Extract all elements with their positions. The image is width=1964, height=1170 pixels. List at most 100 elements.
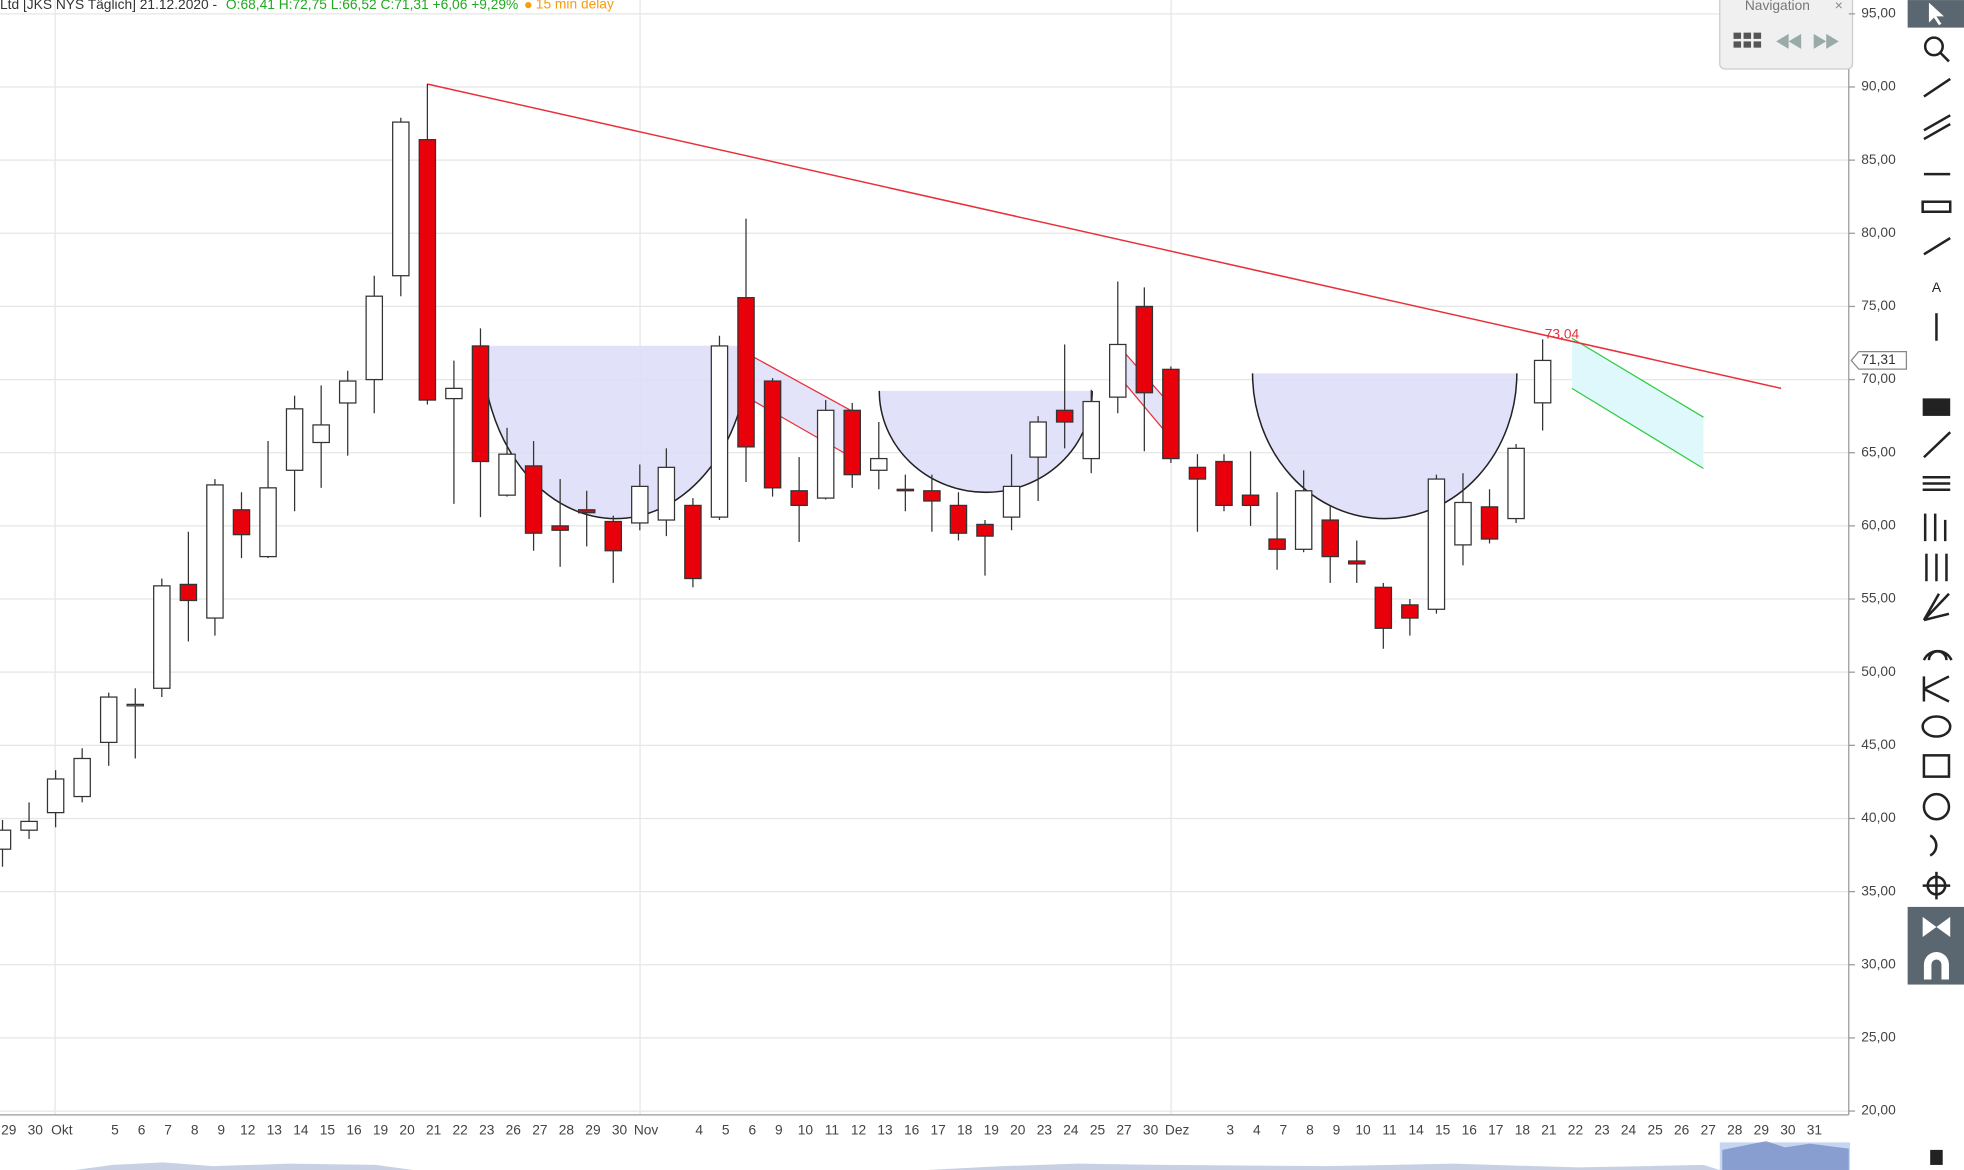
x-tick-label: 19 [984,1123,999,1138]
candle-body [1162,368,1180,460]
x-tick-label: 3 [1226,1123,1234,1138]
toolbar-bottom [1907,906,1964,985]
candle-body [1055,409,1074,423]
candle-body [1294,490,1313,550]
channel-fill [1571,338,1704,469]
x-tick-label: 5 [722,1123,730,1138]
y-tick-label: 20,00 [1861,1103,1896,1118]
tool-shape[interactable] [1922,398,1951,416]
tool-hide[interactable] [1922,916,1951,937]
candle-body [46,778,65,814]
candle-body [1427,478,1446,610]
candle-body [445,387,463,400]
candle-body [73,757,91,798]
tool-fan[interactable] [1922,592,1950,622]
cup-fill [1252,373,1517,519]
delay-note: 15 min delay [536,0,614,12]
x-tick-label: 15 [1435,1123,1451,1138]
y-tick-label: 40,00 [1861,810,1896,825]
x-tick-label: 27 [1701,1123,1716,1138]
tool-line[interactable] [1923,77,1951,98]
tool-rectangle[interactable] [1922,754,1951,778]
x-tick-label: 11 [1382,1123,1396,1138]
tool-pointer[interactable] [1928,2,1944,26]
tool-ruler[interactable] [1921,200,1952,213]
x-tick-label: 6 [748,1123,756,1138]
tool-ray[interactable] [1923,431,1952,459]
candle-body [1135,305,1154,394]
candle-body [1029,421,1047,458]
navigation-grid-button[interactable] [1733,32,1762,48]
x-tick-label: 13 [267,1123,283,1138]
candle-body [631,485,649,524]
delay-dot [525,1,532,9]
x-tick-label: 6 [138,1123,146,1138]
candle-body [1002,485,1021,518]
x-tick-label: 23 [1594,1123,1610,1138]
x-tick-label: 29 [1,1123,16,1138]
price-marker-label: 71,31 [1861,352,1895,367]
x-tick-label: 8 [191,1123,199,1138]
trendline-label: 73,04 [1545,327,1580,342]
candle-body [20,820,38,831]
grid-layer [0,0,1849,1115]
candle-body [710,345,729,518]
x-tick-label: 18 [957,1123,973,1138]
price-marker [1850,351,1908,370]
candle-body [816,409,835,499]
candle-body [1507,447,1525,520]
x-tick-label: 14 [1408,1123,1424,1138]
tool-zoom[interactable] [1923,36,1944,57]
x-tick-label: Dez [1165,1123,1190,1138]
candle-body [1533,359,1552,404]
x-tick-label: 16 [904,1123,920,1138]
x-tick-label: 21 [426,1123,441,1138]
y-tick-label: 70,00 [1861,371,1896,386]
channel-line [1571,387,1704,470]
x-tick-label: 31 [1807,1123,1822,1138]
tool-parallel[interactable] [1923,114,1951,132]
x-tick-label: 27 [1116,1123,1131,1138]
tool-arc[interactable] [1929,834,1938,857]
navigation-close[interactable]: × [1835,0,1843,13]
candle-body [153,585,171,689]
tool-arcs[interactable] [1922,649,1953,661]
x-tick-label: 21 [1541,1123,1556,1138]
candle-body [1082,400,1100,460]
x-tick-label: 18 [1515,1123,1531,1138]
candle-body [737,297,755,448]
candle-body [1188,466,1207,480]
navigator-window-area [1722,1141,1849,1170]
y-tick-label: 35,00 [1861,883,1896,898]
x-tick-label: 13 [877,1123,893,1138]
x-tick-label: 14 [293,1123,309,1138]
x-tick-label: 12 [851,1123,866,1138]
x-tick-label: 9 [1333,1123,1341,1138]
candle-body [976,523,994,537]
tool-gann[interactable] [1922,675,1950,703]
x-tick-label: 7 [164,1123,172,1138]
tool-circle[interactable] [1922,792,1951,821]
tool-ellipse[interactable] [1921,715,1952,738]
x-tick-label: 15 [320,1123,336,1138]
tool-text[interactable]: A [1932,280,1942,295]
candle-body [1241,494,1260,507]
x-tick-label: 24 [1621,1123,1637,1138]
tool-magnet[interactable] [1923,951,1949,980]
x-tick-label: 4 [1253,1123,1261,1138]
annotations [426,83,1782,520]
candle-body [577,509,596,514]
candle-body [0,829,12,850]
x-tick-label: 30 [612,1123,628,1138]
candle-body [392,121,410,277]
candle-body [365,295,384,381]
tool-trash[interactable] [1930,1149,1943,1165]
candle-body [1401,604,1419,619]
candle-body [1109,343,1127,398]
candle-body [471,345,490,463]
x-tick-label: 26 [1674,1123,1690,1138]
candle-body [763,380,782,489]
y-tick-label: 45,00 [1861,737,1896,752]
tool-arrow[interactable] [1923,236,1951,256]
